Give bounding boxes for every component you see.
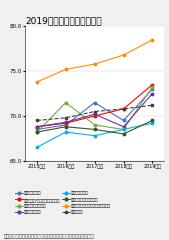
Line: 位置情報サービス（特別調査）平均: 位置情報サービス（特別調査）平均 [36, 39, 154, 83]
生活用品店/ホームセンター平均 [65, 122, 67, 125]
家電量販店平均 [151, 88, 153, 90]
フィットネスクラブ平均 [151, 119, 153, 122]
ドラッグストア平均 [123, 128, 125, 131]
Line: 全業種平均: 全業種平均 [36, 104, 154, 122]
ドラッグストア平均 [151, 86, 153, 89]
近距離通信平均 [151, 122, 153, 125]
各種専門店平均 [65, 121, 67, 124]
フィットネスクラブ平均 [123, 132, 125, 135]
フィットネスクラブ平均 [36, 131, 38, 134]
生活用品店/ホームセンター平均 [94, 114, 96, 117]
Text: 各業種の平均には、ランキング対象外調査企業の結果も含みます: 各業種の平均には、ランキング対象外調査企業の結果も含みます [3, 234, 94, 239]
家電量販店平均 [65, 124, 67, 126]
全業種平均 [65, 116, 67, 119]
全業種平均 [94, 110, 96, 113]
位置情報サービス（特別調査）平均 [36, 80, 38, 83]
全業種平均 [123, 107, 125, 110]
家電量販店平均 [94, 101, 96, 104]
全業種平均 [151, 104, 153, 107]
各種専門店平均 [94, 113, 96, 116]
位置情報サービス（特別調査）平均 [94, 63, 96, 66]
フィットネスクラブ平均 [65, 125, 67, 128]
Text: 2019年度　第６回調査結果: 2019年度 第６回調査結果 [25, 17, 102, 26]
Line: フィットネスクラブ平均: フィットネスクラブ平均 [36, 119, 154, 135]
Line: ドラッグストア平均: ドラッグストア平均 [36, 86, 154, 133]
Line: 生活用品店/ホームセンター平均: 生活用品店/ホームセンター平均 [36, 83, 154, 128]
各種専門店平均 [123, 125, 125, 128]
全業種平均 [36, 119, 38, 122]
近距離通信平均 [36, 146, 38, 149]
フィットネスクラブ平均 [94, 128, 96, 131]
位置情報サービス（特別調査）平均 [123, 54, 125, 56]
Line: 家電量販店平均: 家電量販店平均 [36, 88, 154, 131]
位置情報サービス（特別調査）平均 [151, 38, 153, 41]
生活用品店/ホームセンター平均 [151, 83, 153, 86]
近距離通信平均 [123, 128, 125, 131]
Line: 各種専門店平均: 各種専門店平均 [36, 92, 154, 128]
ドラッグストア平均 [65, 101, 67, 104]
家電量販店平均 [123, 119, 125, 122]
Line: 近距離通信平均: 近距離通信平均 [36, 122, 154, 149]
家電量販店平均 [36, 128, 38, 131]
位置情報サービス（特別調査）平均 [65, 68, 67, 71]
近距離通信平均 [94, 134, 96, 137]
生活用品店/ホームセンター平均 [36, 125, 38, 128]
生活用品店/ホームセンター平均 [123, 107, 125, 110]
ドラッグストア平均 [94, 124, 96, 126]
各種専門店平均 [151, 92, 153, 95]
各種専門店平均 [36, 125, 38, 128]
ドラッグストア平均 [36, 131, 38, 134]
Legend: 家電量販店平均, 生活用品店/ホームセンター平均, ドラッグストア平均, 各種専門店平均, 近距離通信平均, フィットネスクラブ平均, 位置情報サービス（特別調: 家電量販店平均, 生活用品店/ホームセンター平均, ドラッグストア平均, 各種専… [14, 190, 112, 216]
近距離通信平均 [65, 131, 67, 134]
